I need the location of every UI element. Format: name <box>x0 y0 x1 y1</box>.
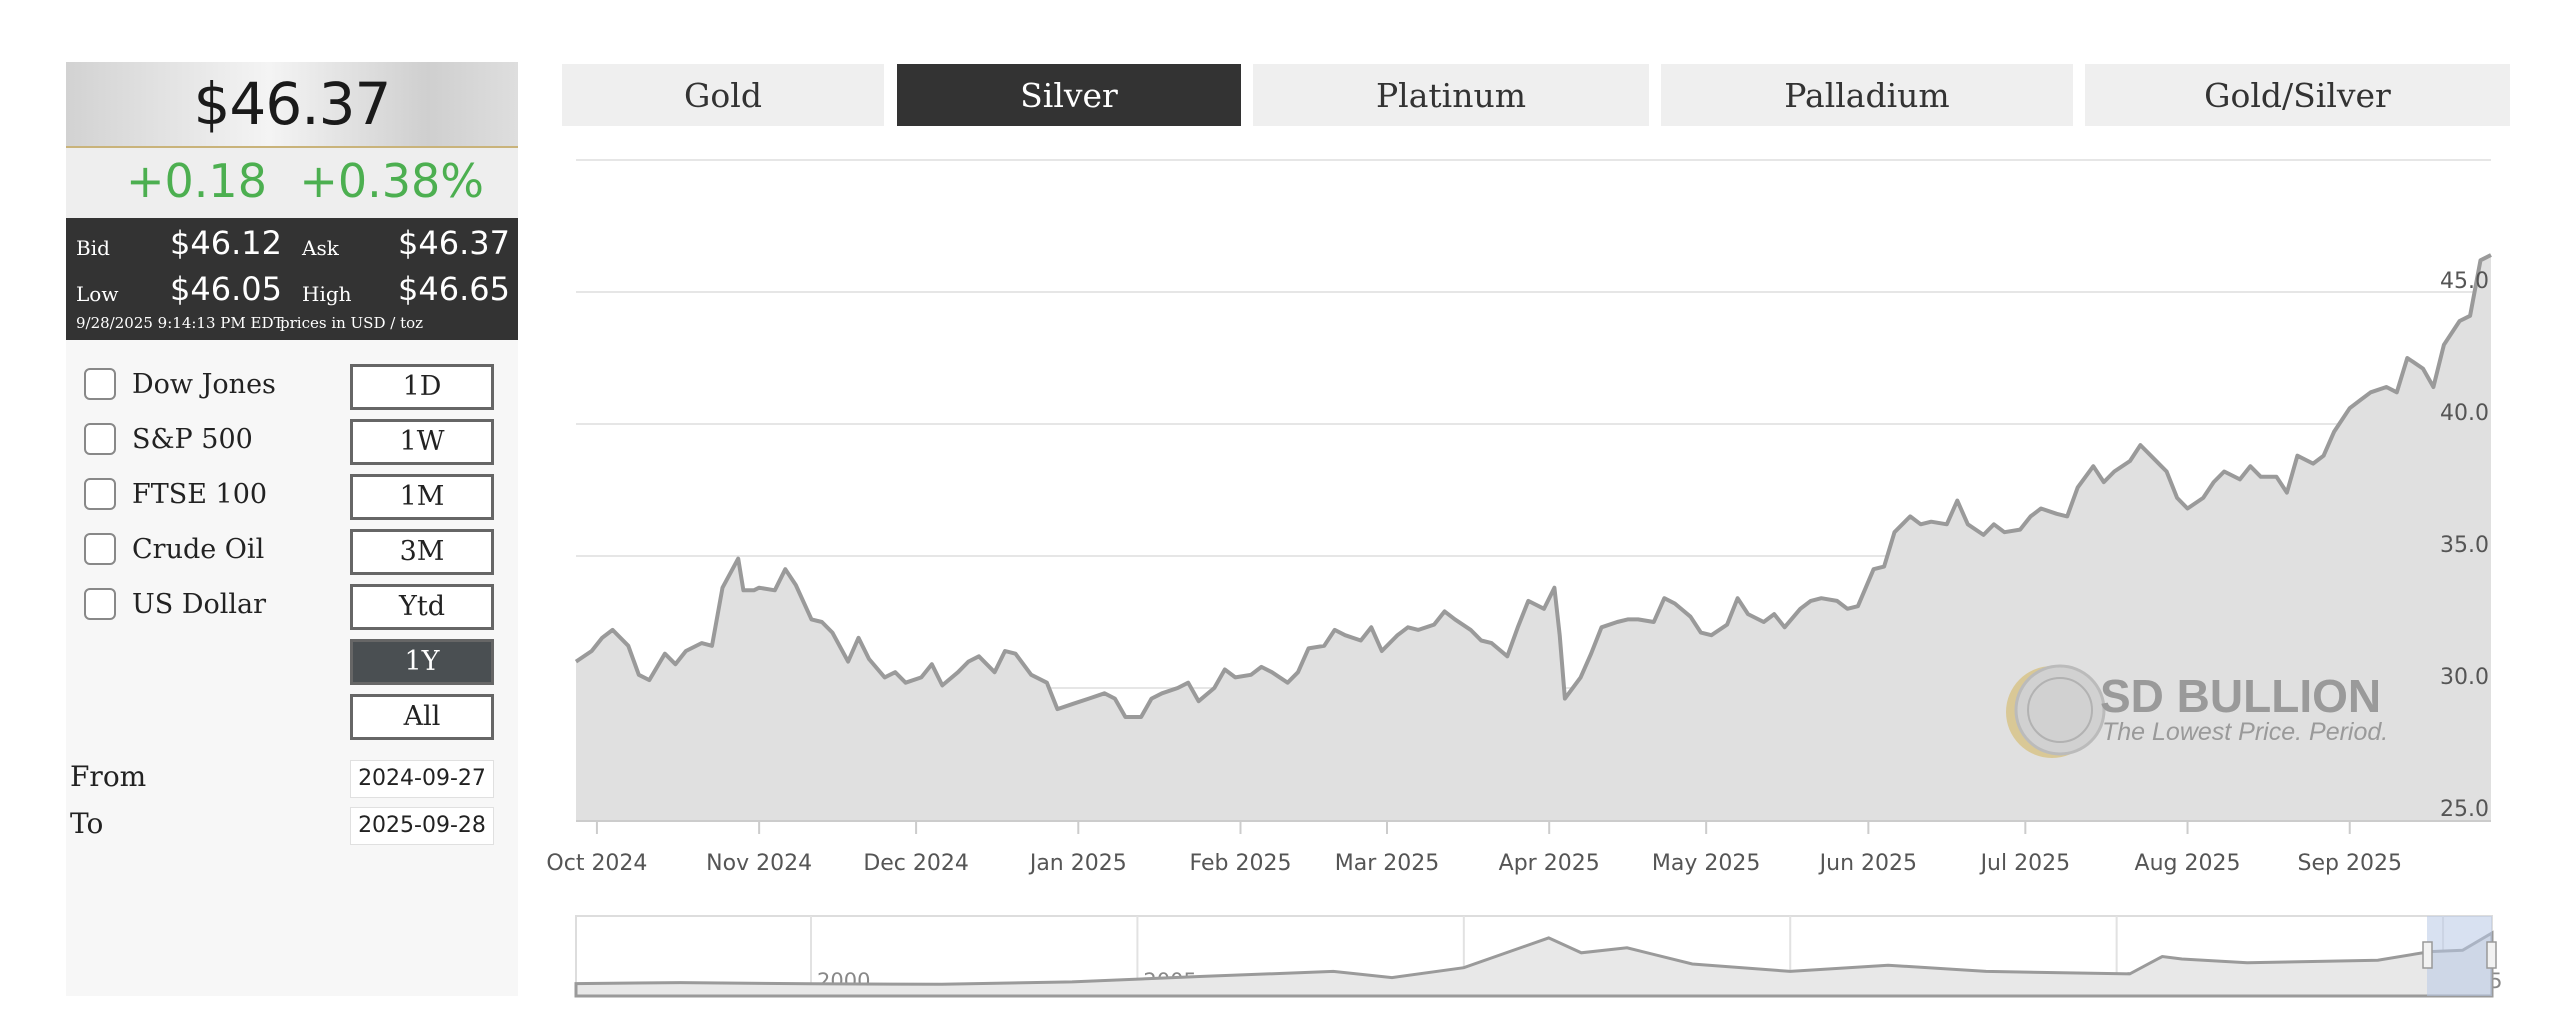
compare-label: Crude Oil <box>132 533 265 565</box>
x-axis: Oct 2024 Nov 2024 Dec 2024 Jan 2025 Feb 2025… <box>546 820 2491 876</box>
x-tick-label: Apr 2025 <box>1499 851 1600 876</box>
x-tick-label: Sep 2025 <box>2298 851 2402 876</box>
y-tick-label: 45.0 <box>2440 269 2489 294</box>
y-tick-label: 25.0 <box>2440 797 2489 822</box>
navigator-right-handle[interactable] <box>2486 941 2497 969</box>
checkbox[interactable] <box>84 368 116 400</box>
range-all-button[interactable]: All <box>350 694 494 740</box>
checkbox[interactable] <box>84 588 116 620</box>
low-label: Low <box>76 282 119 306</box>
ask-value: $46.37 <box>398 224 510 262</box>
x-tick-label: Jun 2025 <box>1818 851 1917 876</box>
range-1y-button[interactable]: 1Y <box>350 639 494 685</box>
bid-value: $46.12 <box>170 224 282 262</box>
coin-ring-icon <box>2027 677 2093 743</box>
x-tick-label: Feb 2025 <box>1190 851 1292 876</box>
tab-gold-silver[interactable]: Gold/Silver <box>2085 64 2510 126</box>
watermark-tagline: The Lowest Price. Period. <box>2102 718 2388 746</box>
compare-label: Dow Jones <box>132 368 276 400</box>
y-tick-label: 35.0 <box>2440 533 2489 558</box>
change-row: +0.18 +0.38% <box>66 148 518 218</box>
price-area <box>576 255 2491 820</box>
watermark-brand: SD BULLION <box>2100 670 2381 722</box>
range-1w-button[interactable]: 1W <box>350 419 494 465</box>
compare-label: S&P 500 <box>132 423 253 455</box>
x-tick-label: Oct 2024 <box>546 851 647 876</box>
low-value: $46.05 <box>170 270 282 308</box>
compare-crude-oil[interactable]: Crude Oil <box>84 529 264 569</box>
compare-label: FTSE 100 <box>132 478 268 510</box>
x-tick-label: Nov 2024 <box>706 851 812 876</box>
coin-silver-icon <box>2014 664 2106 756</box>
price-units: prices in USD / toz <box>280 314 424 332</box>
x-tick-label: May 2025 <box>1652 851 1760 876</box>
tab-platinum[interactable]: Platinum <box>1253 64 1649 126</box>
tab-gold[interactable]: Gold <box>562 64 884 126</box>
compare-us-dollar[interactable]: US Dollar <box>84 584 266 624</box>
checkbox[interactable] <box>84 533 116 565</box>
navigator[interactable]: 200020052010201520202025 <box>574 915 2502 998</box>
range-ytd-button[interactable]: Ytd <box>350 584 494 630</box>
to-label: To <box>70 807 104 840</box>
x-tick-label: Jan 2025 <box>1028 851 1127 876</box>
navigator-series <box>574 930 2494 998</box>
checkbox[interactable] <box>84 478 116 510</box>
x-tick-label: Dec 2024 <box>863 851 969 876</box>
price-change-percent: +0.38% <box>299 154 484 208</box>
range-1m-button[interactable]: 1M <box>350 474 494 520</box>
quote-timestamp: 9/28/2025 9:14:13 PM EDT <box>76 314 284 332</box>
tab-silver[interactable]: Silver <box>897 64 1241 126</box>
compare-sp-500[interactable]: S&P 500 <box>84 419 253 459</box>
tab-palladium[interactable]: Palladium <box>1661 64 2073 126</box>
from-date-input[interactable]: 2024-09-27 <box>350 760 494 798</box>
y-tick-label: 40.0 <box>2440 401 2489 426</box>
price-change: +0.18 <box>126 154 267 208</box>
y-tick-label: 30.0 <box>2440 665 2489 690</box>
checkbox[interactable] <box>84 423 116 455</box>
compare-label: US Dollar <box>132 588 267 620</box>
x-tick-label: Mar 2025 <box>1335 851 1440 876</box>
x-tick-label: Jul 2025 <box>1979 851 2071 876</box>
high-label: High <box>302 282 352 306</box>
quote-panel: $46.37 +0.18 +0.38% Bid $46.12 Ask $46.3… <box>66 62 518 996</box>
y-axis: 25.0 30.0 35.0 40.0 45.0 <box>2440 269 2489 822</box>
to-date-input[interactable]: 2025-09-28 <box>350 807 494 845</box>
ask-label: Ask <box>302 236 339 260</box>
range-3m-button[interactable]: 3M <box>350 529 494 575</box>
spot-price: $46.37 <box>193 70 392 138</box>
bid-label: Bid <box>76 236 110 260</box>
spot-price-box: $46.37 <box>66 62 518 148</box>
range-1d-button[interactable]: 1D <box>350 364 494 410</box>
navigator-selection[interactable] <box>2427 916 2492 996</box>
high-value: $46.65 <box>398 270 510 308</box>
compare-dow-jones[interactable]: Dow Jones <box>84 364 276 404</box>
from-label: From <box>70 760 147 793</box>
price-line <box>574 253 2492 719</box>
sd-bullion-watermark: SD BULLION The Lowest Price. Period. <box>2006 664 2388 758</box>
bid-ask-box: Bid $46.12 Ask $46.37 Low $46.05 High $4… <box>66 218 518 340</box>
x-tick-label: Aug 2025 <box>2135 851 2241 876</box>
compare-ftse-100[interactable]: FTSE 100 <box>84 474 267 514</box>
navigator-left-handle[interactable] <box>2422 941 2433 969</box>
